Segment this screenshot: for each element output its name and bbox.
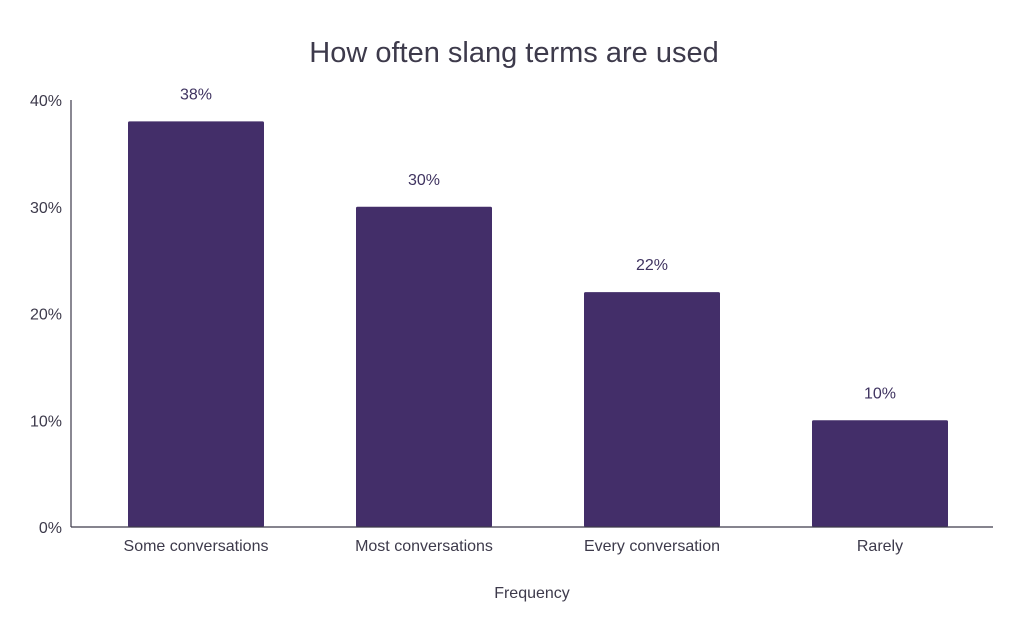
- y-axis-ticks: 0% 10% 20% 30% 40%: [30, 93, 62, 537]
- bar-2: [584, 292, 720, 527]
- y-tick-label: 0%: [39, 520, 62, 537]
- y-tick-label: 20%: [30, 307, 62, 324]
- data-labels-group: 38% 30% 22% 10%: [180, 86, 896, 402]
- data-label-1: 30%: [408, 172, 440, 189]
- bars-group: [128, 121, 948, 527]
- data-label-0: 38%: [180, 86, 212, 103]
- bar-3: [812, 420, 948, 527]
- data-label-2: 22%: [636, 257, 668, 274]
- bar-0: [128, 121, 264, 527]
- y-tick-label: 40%: [30, 93, 62, 110]
- x-axis-labels: Some conversations Most conversations Ever…: [124, 538, 904, 555]
- x-tick-label: Every conversation: [584, 538, 720, 555]
- x-tick-label: Rarely: [857, 538, 903, 555]
- x-axis-title: Frequency: [494, 585, 570, 602]
- y-tick-label: 30%: [30, 200, 62, 217]
- bar-1: [356, 206, 492, 527]
- data-label-3: 10%: [864, 385, 896, 402]
- chart-title: How often slang terms are used: [309, 37, 718, 69]
- x-tick-label: Most conversations: [355, 538, 493, 555]
- x-tick-label: Some conversations: [124, 538, 269, 555]
- y-tick-label: 10%: [30, 413, 62, 430]
